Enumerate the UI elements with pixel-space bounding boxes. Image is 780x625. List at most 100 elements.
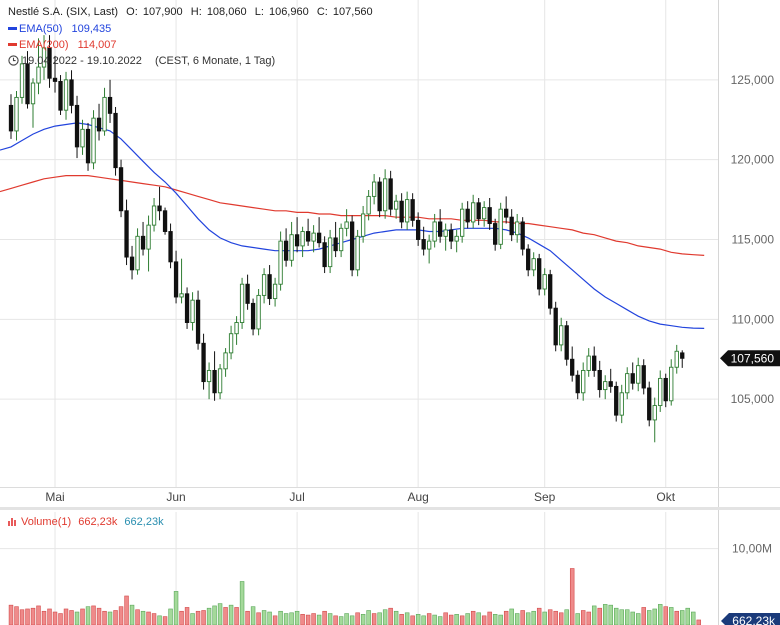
candle-body: [300, 231, 305, 247]
candle-body: [471, 202, 476, 223]
candle: [476, 197, 481, 226]
candle-body: [234, 322, 239, 335]
candle-body: [338, 227, 344, 252]
volume-bar: [294, 610, 300, 625]
volume-bar: [674, 610, 679, 625]
candle-body: [454, 235, 459, 242]
candle: [509, 209, 514, 242]
candle: [371, 174, 377, 205]
candle-body: [652, 405, 657, 421]
y-tick-label: 110,000: [732, 312, 775, 326]
candle: [658, 370, 663, 412]
volume-bar: [102, 610, 107, 625]
candle: [195, 290, 201, 350]
candle: [129, 245, 135, 280]
ema50-legend[interactable]: EMA(50) 109,435: [8, 23, 113, 35]
candle-body: [515, 221, 520, 236]
volume-bar: [63, 608, 69, 625]
candle-body: [25, 63, 30, 105]
volume-bar: [256, 612, 261, 625]
volume-bar: [311, 613, 316, 625]
candle: [636, 357, 641, 392]
candle: [421, 226, 426, 256]
ema200-legend[interactable]: EMA(200) 114,007: [8, 39, 119, 51]
ema200-swatch: [8, 42, 17, 46]
volume-bar: [305, 614, 311, 625]
volume-bar: [173, 591, 179, 625]
volume-bar: [421, 615, 426, 625]
y-tick-label: 120,000: [731, 153, 775, 167]
candle: [619, 384, 624, 424]
candle-body: [333, 237, 338, 252]
candle-body: [575, 374, 580, 394]
volume-bar: [696, 619, 701, 625]
candlestick-series[interactable]: [8, 35, 685, 443]
candle: [261, 268, 267, 304]
candle: [157, 186, 162, 221]
volume-bar: [69, 610, 74, 625]
candle: [74, 95, 80, 159]
volume-value-2: 662,23k: [124, 516, 164, 528]
candle-body: [102, 96, 107, 132]
volume-bar: [179, 610, 184, 625]
candle-body: [14, 96, 19, 132]
candle-body: [91, 117, 96, 164]
candle: [388, 170, 393, 216]
candle-body: [476, 202, 481, 220]
candle: [542, 268, 547, 296]
candle: [426, 234, 432, 264]
candle-body: [482, 207, 487, 220]
candle-body: [267, 274, 272, 300]
x-axis-tick-labels: Mai Jun Jul Aug Sep Okt: [45, 490, 675, 504]
candle: [581, 362, 586, 401]
candle-body: [366, 195, 371, 215]
volume-bar: [47, 608, 52, 625]
candle: [146, 215, 151, 272]
y-tick-label: 115,000: [732, 233, 775, 247]
candle: [80, 119, 85, 155]
candle-body: [201, 342, 206, 383]
candle: [443, 223, 448, 251]
volume-bar: [267, 611, 272, 625]
candle-body: [443, 229, 448, 237]
candle-body: [542, 274, 547, 290]
candle-body: [432, 221, 437, 242]
candle-body: [107, 96, 113, 114]
volume-bar: [239, 581, 245, 625]
volume-bar: [140, 610, 146, 625]
candle-body: [597, 369, 602, 391]
clock-icon: [8, 54, 19, 66]
candle: [118, 159, 124, 218]
candle: [206, 362, 212, 400]
candle-body: [8, 104, 14, 132]
candle-body: [278, 240, 283, 285]
volume-bar: [19, 609, 25, 625]
volume-bar: [80, 608, 85, 625]
volume-legend[interactable]: Volume(1) 662,23k 662,23k: [8, 516, 164, 528]
candle: [140, 221, 146, 256]
volume-bar: [635, 613, 641, 625]
candle-body: [399, 200, 404, 223]
candle: [531, 252, 536, 277]
candle: [272, 277, 278, 307]
candle-body: [173, 261, 179, 298]
volume-label: Volume(1): [21, 516, 72, 528]
candle: [212, 351, 217, 401]
candle-body: [371, 181, 377, 197]
candle: [223, 348, 228, 377]
candle-body: [283, 240, 289, 261]
high-value: 108,060: [206, 6, 247, 18]
candle-body: [548, 274, 553, 309]
y-axis-tick-labels: 105,000 110,000 115,000 120,000 125,000: [731, 73, 775, 406]
candle-body: [674, 350, 679, 368]
volume-bar: [85, 606, 91, 625]
volume-bar: [124, 595, 129, 625]
volume-series[interactable]: [8, 568, 701, 625]
ohlc-header: Nestlé S.A. (SIX, Last) O: 107,900 H: 10…: [8, 6, 375, 18]
candle-body: [537, 258, 542, 290]
volume-bar: [190, 613, 195, 625]
candle-body: [592, 355, 597, 371]
volume-last-label: 662,23k: [732, 614, 776, 625]
